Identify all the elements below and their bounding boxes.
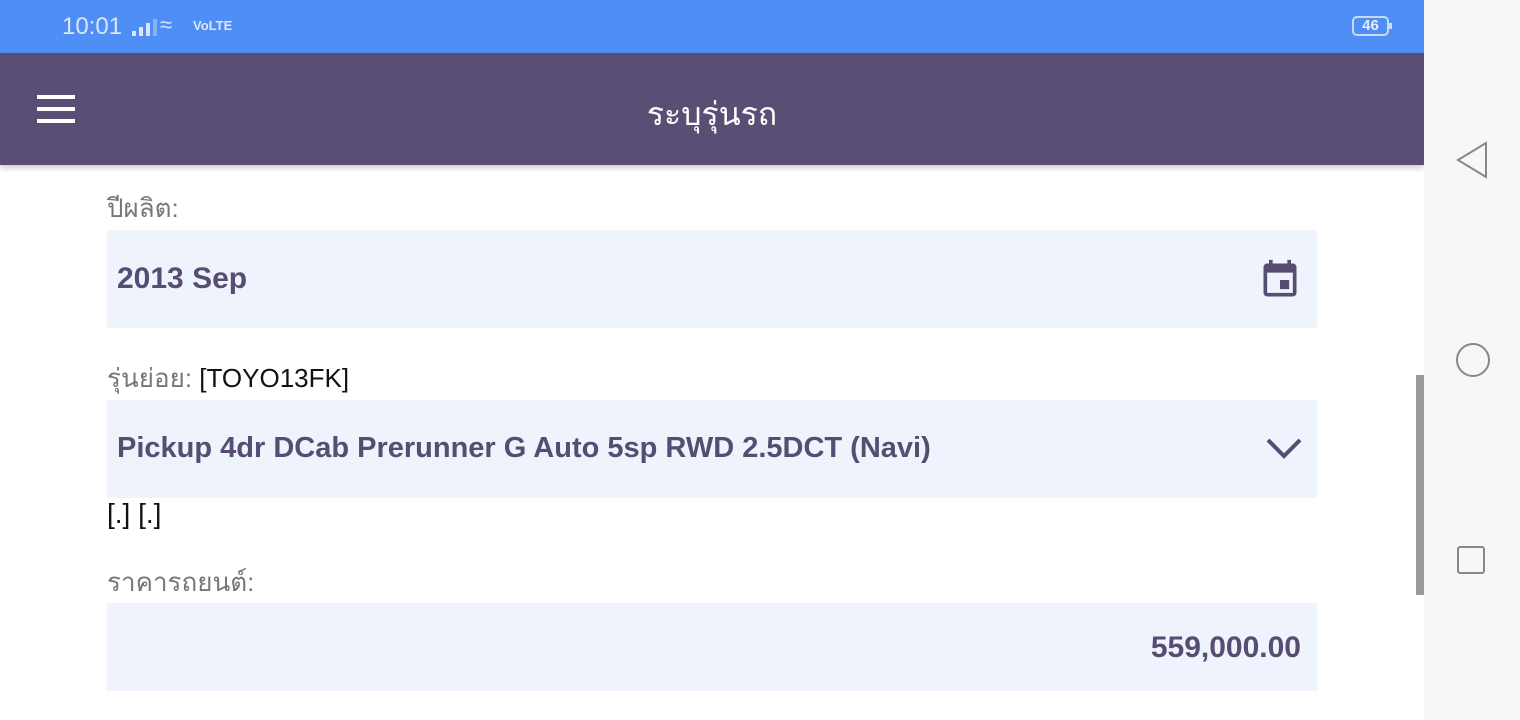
system-nav-bar: [1424, 0, 1520, 720]
volte-indicator: VoLTE: [193, 18, 233, 33]
year-picker[interactable]: 2013 Sep: [107, 230, 1317, 328]
app-bar: ระบุรุ่นรถ: [0, 53, 1424, 165]
year-label: ปีผลิต:: [107, 193, 179, 223]
price-field[interactable]: 559,000.00: [107, 603, 1317, 691]
note-text: [.] [.]: [107, 498, 162, 529]
recents-icon[interactable]: [1455, 544, 1487, 576]
calendar-icon[interactable]: [1257, 258, 1303, 302]
year-value: 2013 Sep: [117, 262, 248, 295]
scrollbar[interactable]: [1416, 375, 1424, 595]
wifi-icon: ≈: [160, 12, 173, 37]
submodel-label-text: รุ่นย่อย:: [107, 363, 193, 393]
signal-icon: [132, 18, 157, 36]
submodel-code: [TOYO13FK]: [199, 363, 350, 393]
submodel-label: รุ่นย่อย: [TOYO13FK]: [107, 358, 349, 399]
back-icon[interactable]: [1455, 140, 1489, 180]
price-value: 559,000.00: [1150, 631, 1301, 664]
home-icon[interactable]: [1455, 342, 1491, 378]
status-bar: 10:01 ≈ VoLTE 46: [0, 0, 1424, 53]
submodel-value: Pickup 4dr DCab Prerunner G Auto 5sp RWD…: [117, 432, 931, 464]
submodel-dropdown[interactable]: Pickup 4dr DCab Prerunner G Auto 5sp RWD…: [107, 400, 1317, 498]
battery-icon: 46: [1352, 16, 1392, 36]
price-label: ราคารถยนต์:: [107, 567, 255, 597]
page-title: ระบุรุ่นรถ: [646, 96, 778, 132]
hamburger-icon[interactable]: [37, 95, 75, 131]
chevron-down-icon[interactable]: [1265, 436, 1303, 462]
clock: 10:01: [62, 13, 123, 40]
